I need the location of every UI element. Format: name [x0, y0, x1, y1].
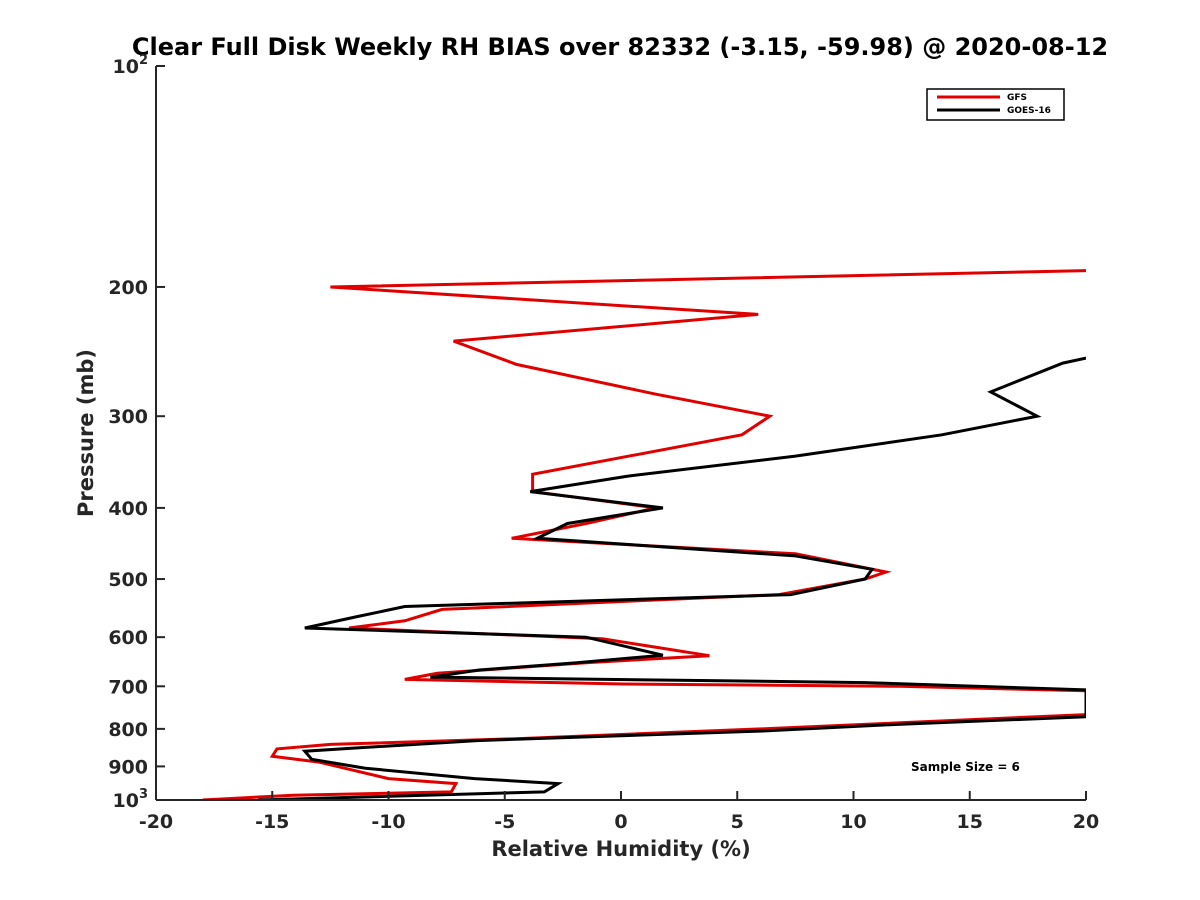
series-line-goes16: [258, 356, 1086, 800]
x-tick-label: 15: [957, 811, 983, 833]
legend-box: [926, 88, 1065, 121]
series-layer: [202, 269, 1086, 800]
x-axis-label: Relative Humidity (%): [491, 837, 750, 861]
x-tick-label: -10: [371, 811, 405, 833]
x-tick-label: -15: [255, 811, 289, 833]
legend: GFS GOES-16: [926, 88, 1065, 121]
x-tick-label: 10: [840, 811, 866, 833]
y-tick-label: 800: [108, 719, 148, 741]
y-tick-label: 400: [108, 498, 148, 520]
legend-label-gfs: GFS: [1007, 93, 1027, 103]
y-tick-label: 200: [108, 277, 148, 299]
y-tick-label: 700: [108, 676, 148, 698]
x-tick-label: -20: [139, 811, 173, 833]
x-tick-label: 5: [731, 811, 744, 833]
sample-size-annotation: Sample Size = 6: [911, 760, 1020, 774]
x-ticks: -20 -15 -10 -5 0 5 10 15 20: [139, 791, 1099, 833]
y-tick-label: 103: [113, 787, 149, 812]
x-tick-label: 20: [1073, 811, 1099, 833]
y-tick-label: 500: [108, 569, 148, 591]
x-tick-label: 0: [614, 811, 627, 833]
chart-title: Clear Full Disk Weekly RH BIAS over 8233…: [132, 33, 1108, 61]
y-ticks: 102 200 300 400 500 600 700 800 900 103: [108, 53, 165, 812]
plot-area: -20 -15 -10 -5 0 5 10 15 20 102 200 300 400 500 600 70…: [108, 53, 1099, 833]
y-tick-label: 600: [108, 627, 148, 649]
y-tick-label: 900: [108, 756, 148, 778]
x-tick-label: -5: [494, 811, 515, 833]
y-tick-label: 102: [113, 53, 149, 78]
legend-label-goes16: GOES-16: [1007, 106, 1051, 116]
y-axis-label: Pressure (mb): [74, 349, 98, 517]
y-tick-label: 300: [108, 406, 148, 428]
